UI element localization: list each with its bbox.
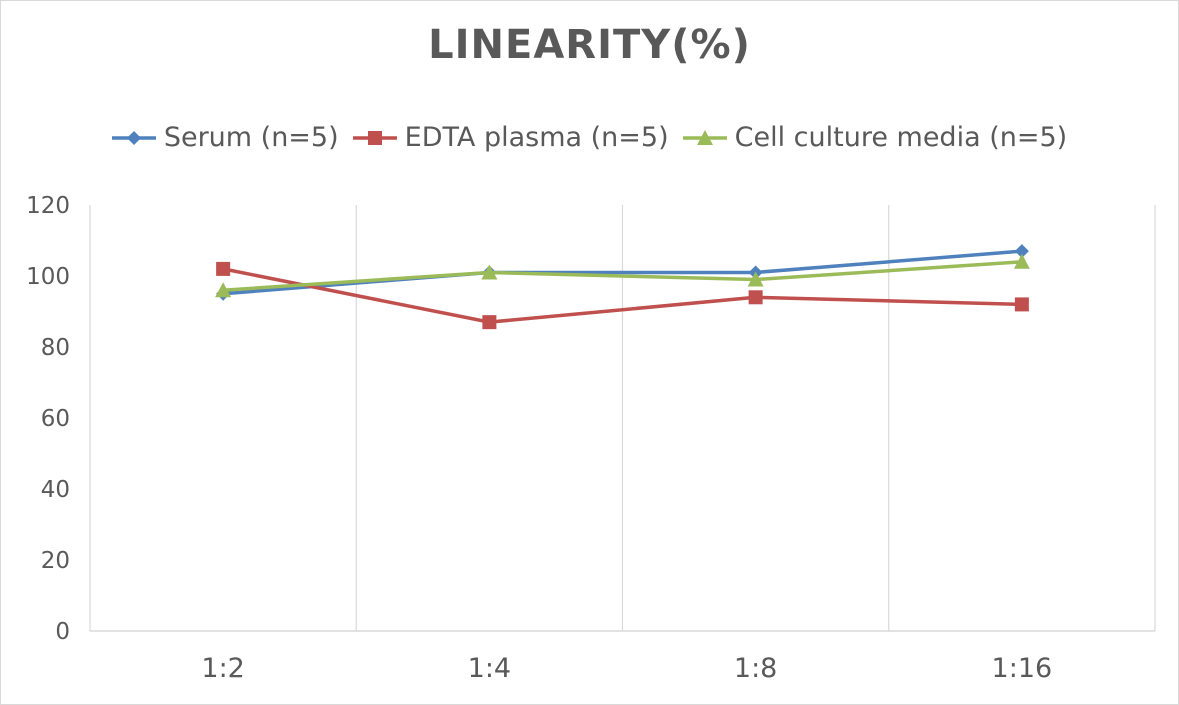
legend-swatch-edta-plasma: [352, 128, 397, 148]
legend-item-serum: Serum (n=5): [111, 122, 339, 153]
series-line-edta-plasma-n-5: [221, 267, 1024, 324]
y-tick-label: 80: [41, 335, 70, 361]
data-point-edta-plasma-n-5: [748, 290, 763, 305]
legend-label-serum: Serum (n=5): [163, 122, 339, 153]
data-point-edta-plasma-n-5: [216, 261, 231, 276]
y-tick-label: 60: [41, 406, 70, 432]
y-tick-label: 0: [55, 619, 70, 645]
series-line-serum-n-5: [221, 249, 1024, 296]
data-point-cell-culture-media-n-5: [481, 264, 498, 280]
legend-label-edta-plasma: EDTA plasma (n=5): [404, 122, 669, 153]
chart-title: LINEARITY(%): [428, 22, 751, 68]
legend-swatch-cell-culture-media: [682, 128, 727, 148]
y-tick-label: 100: [26, 264, 70, 290]
x-tick-label: 1:2: [201, 653, 244, 684]
data-point-cell-culture-media-n-5: [747, 271, 764, 287]
legend-item-edta-plasma: EDTA plasma (n=5): [352, 122, 669, 153]
x-tick-label: 1:16: [992, 653, 1053, 684]
data-point-cell-culture-media-n-5: [1013, 253, 1030, 269]
series-line-cell-culture-media-n-5: [221, 260, 1024, 292]
data-point-serum-n-5: [1014, 244, 1029, 259]
legend-label-cell-culture-media: Cell culture media (n=5): [734, 122, 1068, 153]
y-tick-label: 40: [41, 477, 70, 503]
y-tick-label: 120: [26, 193, 70, 219]
data-point-cell-culture-media-n-5: [215, 282, 232, 298]
data-point-edta-plasma-n-5: [1014, 297, 1029, 312]
x-tick-label: 1:8: [734, 653, 777, 684]
x-tick-label: 1:4: [468, 653, 511, 684]
data-point-edta-plasma-n-5: [482, 315, 497, 330]
legend: Serum (n=5) EDTA plasma (n=5) Cell cultu…: [0, 122, 1179, 153]
legend-item-cell-culture-media: Cell culture media (n=5): [682, 122, 1068, 153]
legend-swatch-serum: [111, 128, 156, 148]
y-tick-label: 20: [41, 548, 70, 574]
